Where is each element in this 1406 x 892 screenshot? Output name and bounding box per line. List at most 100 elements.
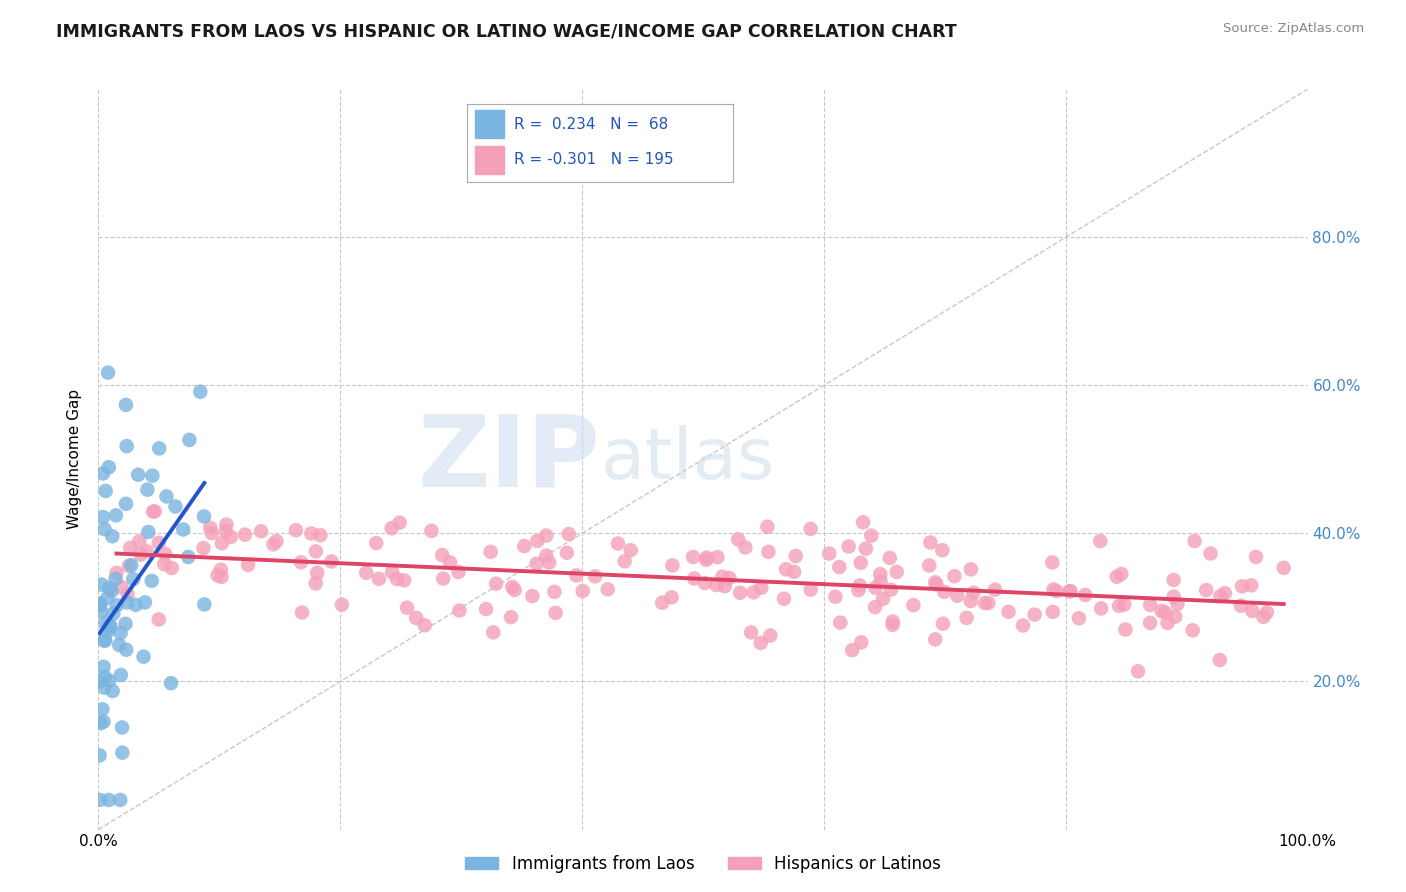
- Point: [1240, 578, 1263, 592]
- Point: [482, 625, 505, 640]
- Point: [132, 649, 155, 664]
- Point: [381, 565, 404, 579]
- Point: [103, 607, 125, 621]
- Point: [728, 586, 751, 600]
- Point: [758, 545, 780, 559]
- Point: [880, 582, 903, 597]
- Point: [141, 468, 163, 483]
- Point: [1164, 609, 1187, 624]
- Point: [924, 575, 946, 590]
- Point: [148, 536, 170, 550]
- Point: [420, 524, 443, 538]
- Point: [141, 574, 163, 588]
- Point: [193, 598, 215, 612]
- Point: [439, 555, 461, 569]
- Point: [432, 572, 454, 586]
- Point: [366, 536, 388, 550]
- Point: [172, 523, 194, 537]
- Point: [1184, 534, 1206, 549]
- Point: [413, 618, 436, 632]
- Point: [392, 574, 415, 588]
- Point: [925, 577, 948, 591]
- Point: [1139, 615, 1161, 630]
- Point: [100, 583, 122, 598]
- Point: [105, 599, 128, 613]
- Point: [129, 548, 152, 562]
- Point: [727, 533, 749, 547]
- Point: [1195, 583, 1218, 598]
- Point: [830, 615, 852, 630]
- Point: [266, 534, 288, 549]
- Point: [101, 684, 124, 698]
- Point: [1213, 586, 1236, 600]
- Point: [860, 529, 883, 543]
- Point: [682, 549, 704, 564]
- Point: [855, 541, 877, 556]
- Point: [485, 576, 508, 591]
- Point: [1253, 610, 1275, 624]
- Point: [299, 526, 322, 541]
- Point: [89, 716, 111, 731]
- Point: [291, 606, 314, 620]
- Point: [219, 530, 242, 544]
- Point: [93, 633, 115, 648]
- Point: [879, 550, 901, 565]
- Point: [91, 467, 114, 481]
- Point: [526, 557, 548, 571]
- Point: [93, 714, 115, 729]
- Point: [153, 547, 176, 561]
- Point: [775, 562, 797, 576]
- Point: [215, 517, 238, 532]
- Point: [105, 566, 128, 580]
- Point: [1209, 653, 1232, 667]
- Point: [931, 543, 953, 558]
- Point: [284, 523, 307, 537]
- Point: [1156, 615, 1178, 630]
- Point: [828, 560, 851, 574]
- Point: [193, 509, 215, 524]
- Point: [143, 504, 166, 518]
- Point: [117, 587, 139, 601]
- Point: [800, 522, 823, 536]
- Point: [706, 550, 728, 565]
- Point: [711, 569, 734, 583]
- Point: [201, 526, 224, 541]
- Text: atlas: atlas: [600, 425, 775, 494]
- Point: [606, 536, 628, 550]
- Point: [882, 617, 904, 632]
- Point: [290, 555, 312, 569]
- Point: [544, 606, 567, 620]
- Point: [543, 585, 565, 599]
- Point: [984, 582, 1007, 597]
- Point: [1256, 606, 1278, 620]
- Point: [756, 519, 779, 533]
- Point: [882, 615, 904, 629]
- Point: [110, 668, 132, 682]
- Point: [1074, 588, 1097, 602]
- Point: [94, 615, 117, 630]
- Point: [188, 384, 211, 399]
- Point: [124, 598, 146, 612]
- Point: [354, 566, 377, 580]
- Point: [962, 585, 984, 599]
- Point: [96, 591, 118, 605]
- Point: [1241, 604, 1264, 618]
- Point: [207, 568, 229, 582]
- Point: [522, 589, 544, 603]
- Point: [924, 632, 946, 647]
- Point: [97, 460, 120, 475]
- Point: [233, 527, 256, 541]
- Point: [94, 633, 117, 648]
- Point: [120, 558, 142, 573]
- Point: [305, 544, 328, 558]
- Point: [818, 547, 841, 561]
- Point: [138, 524, 160, 539]
- Point: [108, 638, 131, 652]
- Point: [211, 536, 233, 550]
- Point: [1045, 584, 1067, 599]
- Point: [148, 612, 170, 626]
- Point: [115, 595, 138, 609]
- Point: [432, 548, 454, 562]
- Point: [869, 574, 891, 589]
- Point: [918, 558, 941, 573]
